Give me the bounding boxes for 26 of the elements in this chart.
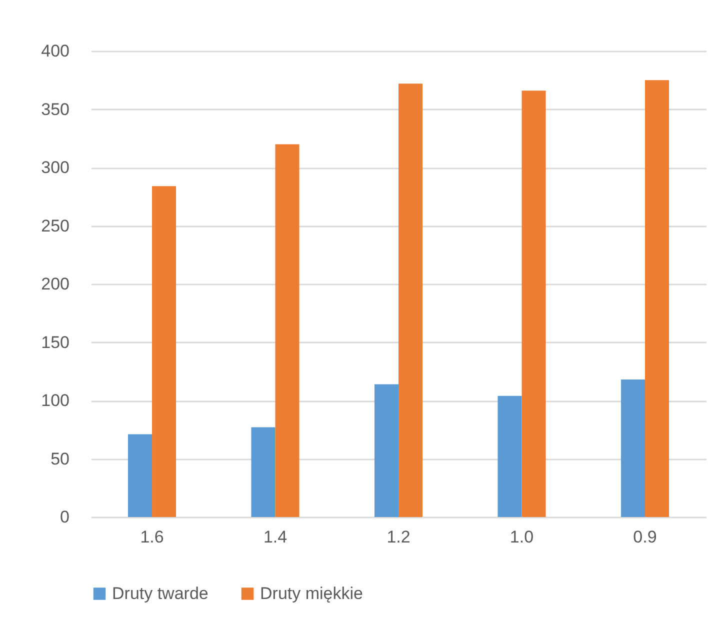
bar <box>152 186 176 517</box>
bar <box>251 427 276 517</box>
y-tick-label: 100 <box>41 391 70 410</box>
bar <box>275 144 300 517</box>
y-tick-label: 200 <box>41 274 70 294</box>
y-tick-label: 300 <box>41 158 70 177</box>
bar <box>374 384 398 517</box>
x-tick-label: 1.2 <box>386 528 410 546</box>
x-tick-label: 1.6 <box>140 528 164 546</box>
bar <box>644 80 670 517</box>
y-tick-label: 50 <box>50 449 70 468</box>
legend-label: Druty twarde <box>112 584 208 603</box>
bar <box>620 380 645 517</box>
x-tick-label: 1.0 <box>510 528 534 546</box>
x-tick-label: 1.4 <box>263 528 288 546</box>
y-tick-label: 250 <box>41 216 70 236</box>
bar <box>398 84 423 517</box>
y-tick-label: 0 <box>60 508 70 526</box>
y-tick-label: 400 <box>41 42 70 60</box>
bar <box>498 396 522 517</box>
bar <box>128 434 152 517</box>
bar <box>522 90 546 517</box>
y-tick-label: 350 <box>41 100 70 119</box>
x-tick-label: 0.9 <box>633 528 657 546</box>
legend-label: Druty miękkie <box>260 584 363 603</box>
y-tick-label: 150 <box>41 332 70 352</box>
